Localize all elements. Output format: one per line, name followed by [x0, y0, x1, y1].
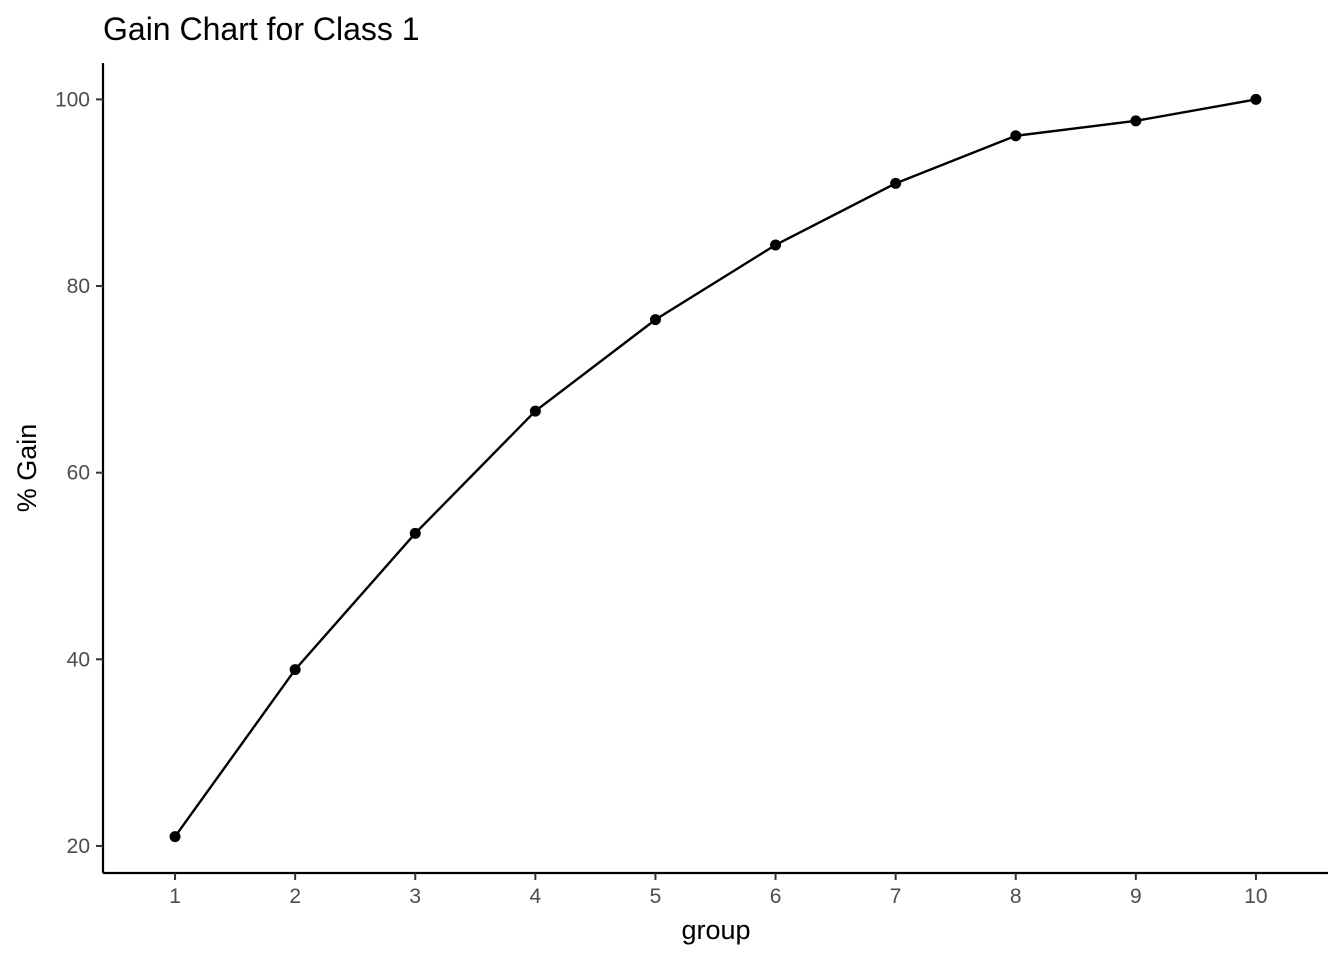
data-point — [649, 314, 661, 326]
y-axis-title: % Gain — [12, 424, 42, 513]
x-tick-label: 9 — [1130, 885, 1142, 908]
data-point — [770, 239, 782, 251]
x-axis: 1 2 3 4 5 6 7 8 9 10 — [103, 871, 1328, 908]
x-tick-label: 8 — [1010, 885, 1022, 908]
data-point — [1010, 130, 1022, 142]
chart-title: Gain Chart for Class 1 — [103, 11, 420, 47]
y-tick-label: 80 — [67, 275, 90, 298]
data-point — [289, 664, 301, 676]
data-point — [890, 177, 902, 189]
x-tick-label: 1 — [169, 885, 181, 908]
y-tick-label: 40 — [67, 648, 90, 671]
y-tick-label: 60 — [67, 462, 90, 485]
x-tick-label: 5 — [650, 885, 662, 908]
x-tick-label: 10 — [1244, 885, 1267, 908]
y-axis: 20 40 60 80 100 — [55, 63, 105, 873]
data-points — [169, 93, 1262, 843]
data-point — [169, 831, 181, 843]
x-tick-label: 2 — [289, 885, 301, 908]
y-tick-label: 20 — [67, 835, 90, 858]
x-axis-title: group — [681, 915, 750, 945]
data-point — [1250, 93, 1262, 105]
data-point — [409, 527, 421, 539]
x-tick-label: 6 — [770, 885, 782, 908]
series-line — [174, 98, 1257, 838]
x-tick-label: 7 — [890, 885, 902, 908]
y-tick-label: 100 — [55, 88, 90, 111]
x-tick-label: 3 — [409, 885, 421, 908]
data-point — [529, 405, 541, 417]
data-point — [1130, 115, 1142, 127]
x-tick-label: 4 — [530, 885, 542, 908]
